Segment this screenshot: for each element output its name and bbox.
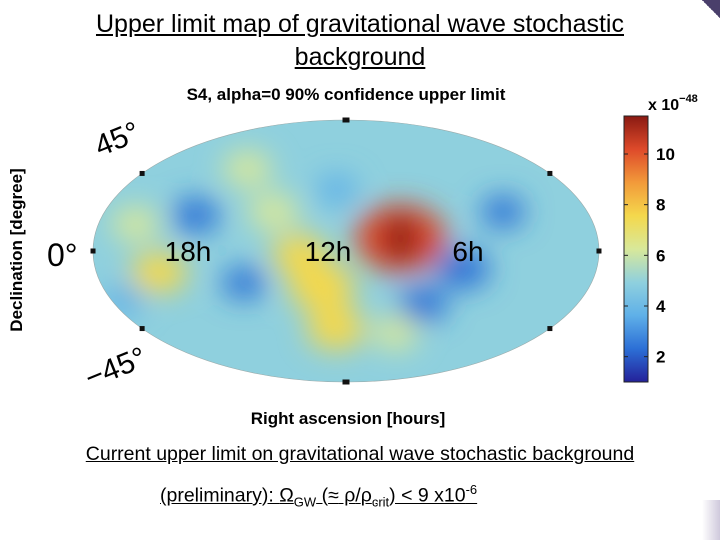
coldspot [436, 249, 490, 289]
ra-label-12h: 12h [305, 236, 352, 267]
grid-marker [596, 248, 602, 254]
coldspot [316, 174, 358, 205]
colorbar-tick-label: 10 [656, 145, 675, 164]
coldspot [481, 195, 525, 228]
coldspot [172, 197, 220, 233]
colorbar: x 10−48 10 8 6 4 2 [623, 93, 698, 383]
grid-marker [139, 170, 145, 176]
hotspot [306, 307, 365, 350]
ra-label-18h: 18h [165, 236, 212, 267]
pole-marker [342, 117, 350, 123]
dec-label-0: 0° [47, 237, 78, 273]
colorbar-gradient [623, 115, 649, 383]
dec-label-minus45: −45° [80, 341, 151, 395]
dec-label-45: 45° [90, 116, 144, 164]
omega-formula: (preliminary): ΩGW (≈ ρ/ρcrit) < 9 x10-6 [160, 482, 478, 510]
coldspot [222, 267, 266, 300]
grid-marker [139, 326, 145, 332]
x-axis-label: Right ascension [hours] [251, 409, 446, 428]
hotspot [271, 234, 328, 276]
slide-title: Upper limit map of gravitational wave st… [95, 10, 624, 71]
grid-marker [547, 326, 553, 332]
coldspot [102, 285, 145, 316]
sky-ellipse [93, 120, 599, 382]
map-title: S4, alpha=0 90% confidence upper limit [187, 85, 506, 104]
grid-markers [90, 117, 602, 385]
slide-corner-decoration [702, 0, 720, 18]
coldspot [398, 286, 448, 322]
colorbar-tick-label: 6 [656, 246, 665, 265]
caption: Current upper limit on gravitational wav… [85, 443, 635, 465]
hotspot [372, 316, 418, 350]
pole-marker [342, 379, 350, 385]
colorbar-tick-label: 2 [656, 348, 665, 367]
sky-map-figure: S4, alpha=0 90% confidence upper limit 4… [7, 85, 698, 428]
hotspot [223, 150, 272, 187]
colorbar-tick-label: 4 [656, 297, 666, 316]
y-axis-label: Declination [degree] [7, 168, 26, 331]
hotspot [111, 206, 160, 242]
hotspot-core [382, 214, 419, 263]
hotspot [131, 251, 187, 294]
slide-edge-decoration [702, 500, 720, 540]
colorbar-scale-label: x 10−48 [648, 93, 698, 114]
grid-marker [90, 248, 96, 254]
colorbar-tick-label: 8 [656, 196, 665, 215]
grid-marker [547, 170, 553, 176]
hotspot [248, 193, 299, 231]
ra-label-6h: 6h [452, 236, 483, 267]
